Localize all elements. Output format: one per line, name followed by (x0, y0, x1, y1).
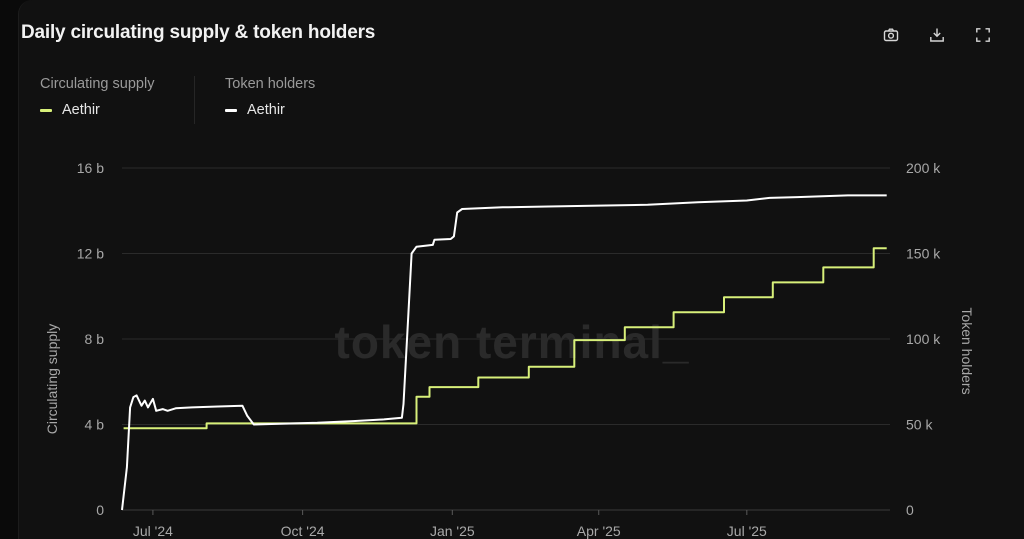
y-right-tick-label: 50 k (906, 417, 933, 433)
supply-line (123, 247, 887, 430)
y-left-tick-label: 0 (96, 502, 104, 518)
series-lines (121, 194, 887, 511)
legend-divider (194, 76, 195, 124)
camera-icon[interactable] (880, 24, 902, 46)
x-tick-label: Oct '24 (281, 523, 325, 539)
fullscreen-icon[interactable] (972, 24, 994, 46)
chart-toolbar (880, 24, 994, 46)
y-right-tick-label: 0 (906, 502, 914, 518)
legend-supply-title: Circulating supply (40, 76, 155, 92)
x-tick-label: Jul '24 (133, 523, 173, 539)
watermark: token terminal_ (335, 316, 690, 368)
legend-holders-group: Token holders Aethir (225, 76, 315, 118)
grid-lines (122, 167, 890, 425)
x-tick-label: Jul '25 (727, 523, 767, 539)
y-right-tick-label: 150 k (906, 246, 941, 262)
y-right-tick-label: 100 k (906, 331, 941, 347)
legend-holders-swatch (225, 108, 237, 112)
y-axis-left-title: Circulating supply (44, 324, 60, 435)
y-left-tick-label: 12 b (77, 246, 104, 262)
x-tick-label: Apr '25 (577, 523, 621, 539)
y-left-tick-label: 4 b (85, 417, 105, 433)
y-axis-right-title: Token holders (959, 307, 975, 394)
legend-supply-item[interactable]: Aethir (40, 102, 154, 118)
chart-card (18, 0, 1024, 539)
legend-holders-label: Aethir (247, 102, 285, 118)
legend-holders-title: Token holders (225, 76, 316, 92)
legend-supply-group: Circulating supply Aethir (40, 76, 154, 118)
y-left-tick-label: 8 b (85, 331, 105, 347)
holders-line (121, 194, 887, 511)
x-tick-label: Jan '25 (430, 523, 475, 539)
download-icon[interactable] (926, 24, 948, 46)
axes: 0 0 4 b 50 k 8 b 100 k 12 b 150 k 16 b 200 k Jul '… (77, 160, 941, 539)
y-left-tick-label: 16 b (77, 160, 104, 176)
y-right-tick-label: 200 k (906, 160, 941, 176)
legend-holders-item[interactable]: Aethir (225, 102, 315, 118)
legend-supply-label: Aethir (62, 102, 100, 118)
legend-supply-swatch (40, 108, 52, 112)
chart-title: Daily circulating supply & token holders (21, 22, 376, 43)
